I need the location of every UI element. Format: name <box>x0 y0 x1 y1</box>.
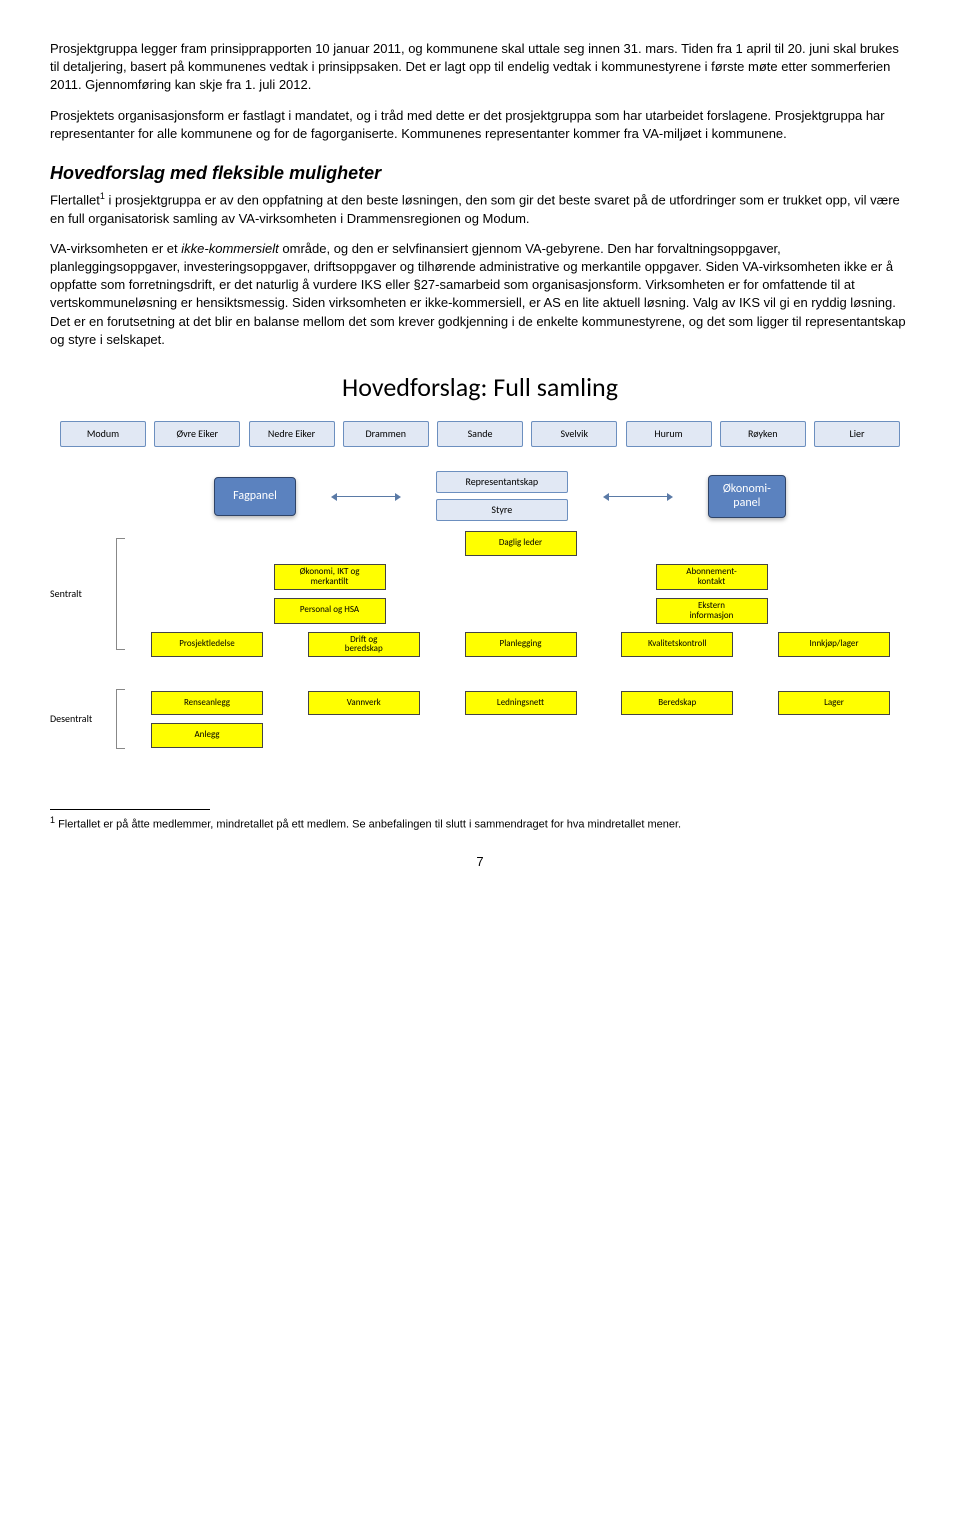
sentralt-label: Sentralt <box>50 587 110 601</box>
municipality-row: Modum Øvre Eiker Nedre Eiker Drammen San… <box>60 421 900 447</box>
renseanlegg-box: Renseanlegg <box>151 691 263 716</box>
footnote-body: Flertallet er på åtte medlemmer, mindret… <box>58 819 681 831</box>
paragraph-2: Prosjektets organisasjonsform er fastlag… <box>50 107 910 143</box>
rep-stack: Representantskap Styre <box>436 471 568 521</box>
daglig-leder-box: Daglig leder <box>465 531 577 556</box>
anlegg-box: Anlegg <box>151 723 263 748</box>
para3-rest: i prosjektgruppa er av den oppfatning at… <box>50 192 900 225</box>
abonn-line2: kontakt <box>698 576 725 587</box>
innkjop-lager-box: Innkjøp/lager <box>778 632 890 658</box>
drift-line2: beredskap <box>345 643 383 654</box>
arrow-right <box>608 496 668 497</box>
vannverk-box: Vannverk <box>308 691 420 716</box>
ekstern-line2: informasjon <box>690 610 734 621</box>
para4a: VA-virksomheten er et <box>50 241 181 256</box>
ekstern-info-box: Ekstern informasjon <box>656 598 768 624</box>
okonomi-line2: merkantilt <box>311 576 349 587</box>
footnote-separator <box>50 809 210 810</box>
styre-box: Styre <box>436 499 568 521</box>
muni-drammen: Drammen <box>343 421 429 447</box>
muni-ovre-eiker: Øvre Eiker <box>154 421 240 447</box>
paragraph-4: VA-virksomheten er et ikke-kommersielt o… <box>50 240 910 349</box>
abonnement-box: Abonnement- kontakt <box>656 564 768 590</box>
fagpanel-box: Fagpanel <box>214 477 296 516</box>
page-number: 7 <box>50 853 910 871</box>
org-diagram: Modum Øvre Eiker Nedre Eiker Drammen San… <box>50 421 910 749</box>
heading-hovedforslag: Hovedforslag med fleksible muligheter <box>50 161 910 186</box>
para4c: område, og den er selvfinansiert gjennom… <box>50 241 906 347</box>
footnote-number: 1 <box>50 815 55 825</box>
footnote-text: 1 Flertallet er på åtte medlemmer, mindr… <box>50 814 910 833</box>
muni-royken: Røyken <box>720 421 806 447</box>
para3-flertallet: Flertallet <box>50 192 100 207</box>
okonomi-ikt-box: Økonomi, IKT og merkantilt <box>274 564 386 590</box>
para4-italic: ikke-kommersielt <box>181 241 279 256</box>
paragraph-1: Prosjektgruppa legger fram prinsipprappo… <box>50 40 910 95</box>
diagram-title: Hovedforslag: Full samling <box>50 369 910 405</box>
lager-box: Lager <box>778 691 890 716</box>
muni-svelvik: Svelvik <box>531 421 617 447</box>
sentralt-bracket <box>116 538 125 650</box>
drift-beredskap-box: Drift og beredskap <box>308 632 420 658</box>
desentralt-label: Desentralt <box>50 712 110 726</box>
sentralt-group: Sentralt Daglig leder Økonomi, IKT og me… <box>50 531 910 657</box>
panel-row: Fagpanel Representantskap Styre Økonomi-… <box>50 471 910 521</box>
muni-hurum: Hurum <box>626 421 712 447</box>
desentralt-bracket <box>116 689 125 749</box>
arrow-left <box>336 496 396 497</box>
okonomipanel-line2: panel <box>733 496 760 510</box>
kvalitetskontroll-box: Kvalitetskontroll <box>621 632 733 658</box>
muni-modum: Modum <box>60 421 146 447</box>
okonomipanel-line1: Økonomi- <box>723 482 771 496</box>
prosjektledelse-box: Prosjektledelse <box>151 632 263 658</box>
paragraph-3: Flertallet1 i prosjektgruppa er av den o… <box>50 190 910 228</box>
okonomipanel-box: Økonomi- panel <box>708 475 786 518</box>
personal-hsa-box: Personal og HSA <box>274 598 386 624</box>
muni-nedre-eiker: Nedre Eiker <box>249 421 335 447</box>
planlegging-box: Planlegging <box>465 632 577 658</box>
ledningsnett-box: Ledningsnett <box>465 691 577 716</box>
muni-lier: Lier <box>814 421 900 447</box>
desentralt-group: Desentralt Renseanlegg Vannverk Lednings… <box>50 689 910 749</box>
beredskap-box: Beredskap <box>621 691 733 716</box>
muni-sande: Sande <box>437 421 523 447</box>
representantskap-box: Representantskap <box>436 471 568 493</box>
